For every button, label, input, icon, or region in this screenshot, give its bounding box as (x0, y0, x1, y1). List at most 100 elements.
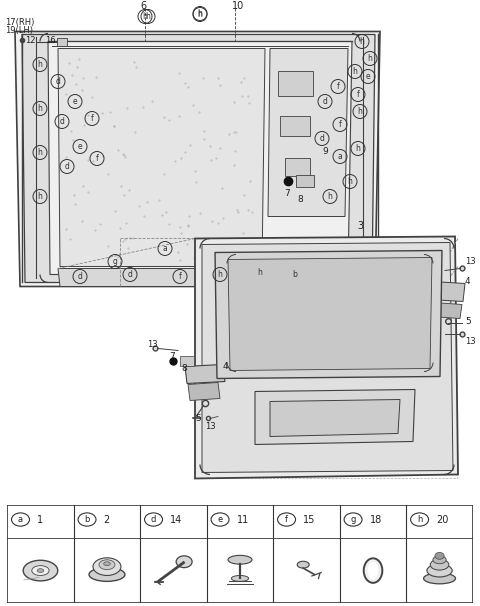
Ellipse shape (364, 558, 383, 583)
Text: f: f (91, 114, 94, 123)
Ellipse shape (231, 576, 249, 581)
Text: d: d (60, 117, 64, 126)
Text: d: d (65, 162, 70, 171)
Text: 2: 2 (104, 514, 110, 525)
Text: h: h (358, 107, 362, 116)
Text: a: a (18, 515, 23, 524)
Text: 13: 13 (465, 337, 476, 346)
Text: d: d (128, 270, 132, 279)
Text: e: e (72, 97, 77, 106)
Text: h: h (327, 192, 333, 201)
Polygon shape (430, 282, 465, 302)
Text: h: h (353, 67, 358, 76)
Bar (285, 159, 310, 176)
Circle shape (435, 553, 444, 559)
Text: 5: 5 (195, 414, 201, 423)
Ellipse shape (423, 573, 456, 584)
Ellipse shape (433, 556, 446, 564)
Polygon shape (270, 399, 400, 436)
Bar (180, 356, 194, 367)
Polygon shape (255, 390, 415, 444)
Text: 8: 8 (181, 364, 187, 373)
Text: 13: 13 (204, 422, 216, 431)
Text: 4: 4 (465, 277, 470, 286)
Text: f: f (338, 120, 341, 129)
Text: f: f (357, 90, 360, 99)
Text: 5: 5 (465, 317, 471, 326)
Bar (280, 116, 310, 136)
Text: h: h (217, 270, 222, 279)
Polygon shape (195, 236, 458, 479)
Polygon shape (215, 250, 442, 379)
Text: a: a (163, 244, 168, 253)
Bar (296, 176, 314, 187)
Bar (57, 39, 67, 47)
Polygon shape (58, 48, 265, 267)
Text: 13: 13 (465, 257, 476, 266)
Text: 15: 15 (303, 514, 315, 525)
Text: f: f (179, 272, 181, 281)
Text: f: f (336, 82, 339, 91)
Text: 9: 9 (322, 147, 328, 156)
Text: h: h (143, 12, 147, 21)
Text: b: b (293, 270, 298, 279)
Text: 18: 18 (370, 514, 382, 525)
Polygon shape (58, 268, 348, 287)
Text: 20: 20 (436, 514, 449, 525)
Text: 7: 7 (284, 189, 290, 198)
Ellipse shape (93, 558, 121, 576)
Text: e: e (217, 515, 223, 524)
Text: d: d (320, 134, 324, 143)
Text: f: f (285, 515, 288, 524)
Text: e: e (78, 142, 82, 151)
Text: h: h (348, 177, 352, 186)
Ellipse shape (297, 561, 309, 568)
Text: 7: 7 (169, 352, 175, 361)
Text: 1: 1 (37, 514, 43, 525)
Ellipse shape (89, 568, 125, 581)
Text: 12: 12 (25, 36, 35, 45)
Text: 16: 16 (45, 36, 55, 45)
Polygon shape (188, 382, 220, 401)
Text: 3: 3 (357, 221, 363, 231)
Bar (278, 72, 313, 96)
Ellipse shape (427, 564, 452, 577)
Text: 11: 11 (237, 514, 249, 525)
Text: d: d (323, 97, 327, 106)
Text: 6: 6 (140, 1, 146, 12)
Ellipse shape (368, 562, 378, 579)
Text: h: h (37, 60, 42, 69)
Text: h: h (368, 54, 372, 63)
Polygon shape (202, 242, 453, 473)
Text: 13: 13 (147, 340, 157, 349)
Text: h: h (360, 37, 364, 46)
Text: h: h (198, 10, 203, 19)
Ellipse shape (32, 565, 49, 576)
Polygon shape (431, 302, 462, 319)
Text: h: h (37, 148, 42, 157)
Text: g: g (350, 515, 356, 524)
Text: h: h (356, 144, 360, 153)
Text: 8: 8 (297, 195, 303, 204)
Text: h: h (198, 9, 203, 18)
Text: a: a (337, 152, 342, 161)
Text: 17(RH): 17(RH) (5, 18, 35, 27)
Text: h: h (37, 192, 42, 201)
Polygon shape (268, 48, 348, 216)
Text: f: f (96, 154, 98, 163)
Text: h: h (417, 515, 422, 524)
Text: h: h (37, 104, 42, 113)
Polygon shape (15, 32, 380, 287)
Ellipse shape (23, 561, 58, 581)
Text: h: h (258, 268, 263, 277)
Text: h: h (145, 12, 150, 21)
Polygon shape (185, 364, 225, 384)
Ellipse shape (99, 560, 115, 570)
Text: e: e (366, 72, 370, 81)
Polygon shape (48, 41, 352, 275)
Text: 14: 14 (170, 514, 182, 525)
Circle shape (176, 556, 192, 568)
Polygon shape (22, 35, 375, 282)
Polygon shape (228, 258, 432, 370)
Text: b: b (84, 515, 90, 524)
